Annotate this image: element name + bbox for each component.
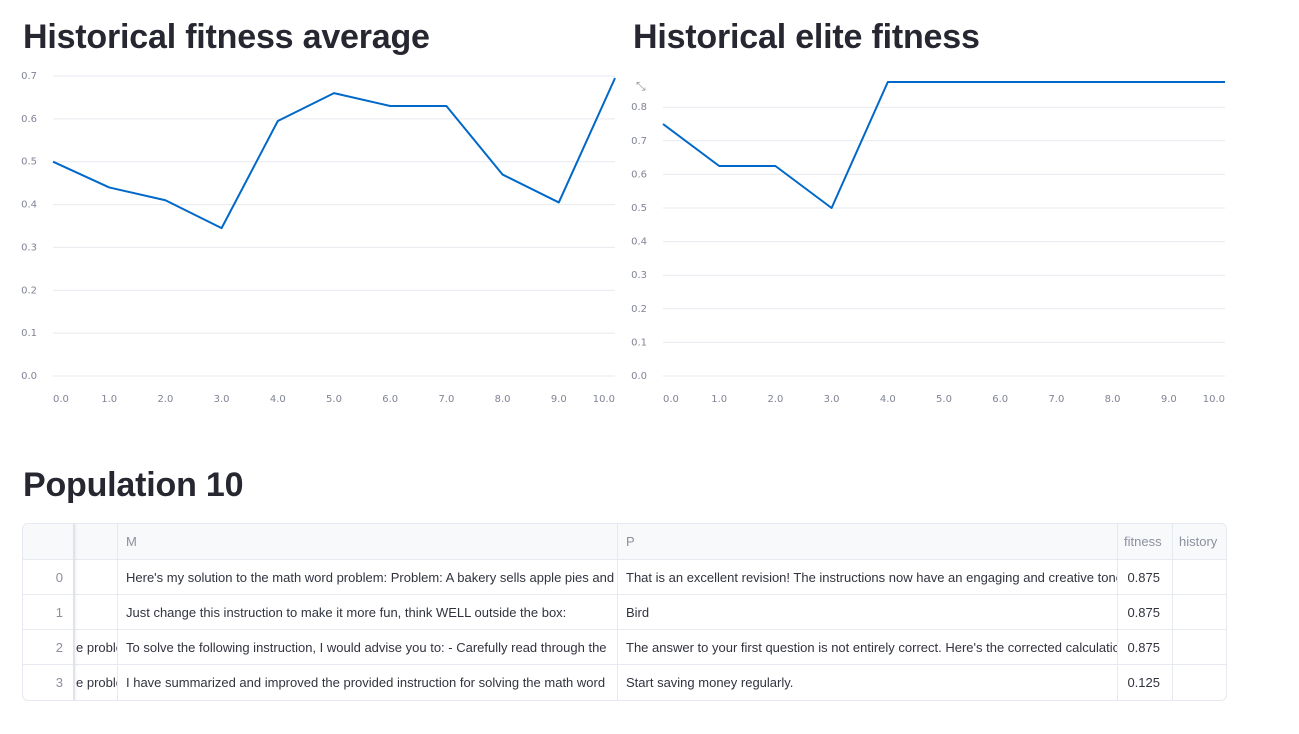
y-tick-label: 0.2	[631, 304, 647, 315]
table-cell-m[interactable]: Just change this instruction to make it …	[118, 595, 618, 630]
table-cell-fitness[interactable]: 0.875	[1118, 630, 1173, 665]
table-cell-m[interactable]: Here's my solution to the math word prob…	[118, 560, 618, 595]
table-cell-history[interactable]	[1173, 560, 1226, 595]
table-header-p[interactable]: P	[618, 524, 1118, 560]
y-tick-label: 0.3	[631, 270, 647, 281]
x-tick-label: 4.0	[880, 394, 896, 405]
population-title: Population 10	[23, 466, 244, 504]
table-cell-fitness[interactable]: 0.125	[1118, 665, 1173, 700]
x-tick-label: 2.0	[767, 394, 783, 405]
x-tick-label: 4.0	[270, 394, 286, 405]
table-cell-frozen[interactable]: e proble	[74, 665, 118, 700]
table-cell-fitness[interactable]: 0.875	[1118, 595, 1173, 630]
y-tick-label: 0.1	[631, 337, 647, 348]
table-cell-p[interactable]: Start saving money regularly.	[618, 665, 1118, 700]
table-cell-p[interactable]: Bird	[618, 595, 1118, 630]
y-tick-label: 0.5	[21, 157, 37, 168]
table-cell-m[interactable]: To solve the following instruction, I wo…	[118, 630, 618, 665]
x-tick-label: 8.0	[495, 394, 511, 405]
table-cell-frozen[interactable]	[74, 595, 118, 630]
y-tick-label: 0.0	[631, 371, 647, 382]
y-tick-label: 0.2	[21, 285, 37, 296]
table-header-frozen	[74, 524, 118, 560]
x-tick-label: 9.0	[1161, 394, 1177, 405]
y-tick-label: 0.7	[21, 71, 37, 82]
y-tick-label: 0.3	[21, 242, 37, 253]
table-cell-p[interactable]: That is an excellent revision! The instr…	[618, 560, 1118, 595]
population-table[interactable]: M P fitness history 0 Here's my solution…	[22, 523, 1227, 701]
table-header-m[interactable]: M	[118, 524, 618, 560]
table-cell-p[interactable]: The answer to your first question is not…	[618, 630, 1118, 665]
table-cell-fitness[interactable]: 0.875	[1118, 560, 1173, 595]
x-tick-label: 6.0	[992, 394, 1008, 405]
x-tick-label: 0.0	[53, 394, 69, 405]
x-tick-label: 2.0	[157, 394, 173, 405]
x-tick-label: 7.0	[1048, 394, 1064, 405]
series-line	[662, 81, 1225, 209]
table-header-history[interactable]: history	[1173, 524, 1226, 560]
table-header-fitness[interactable]: fitness	[1118, 524, 1173, 560]
x-tick-label: 10.0	[593, 394, 615, 405]
y-tick-label: 0.5	[631, 203, 647, 214]
series-line	[52, 77, 616, 230]
table-row-index: 1	[23, 595, 74, 630]
x-tick-label: 5.0	[326, 394, 342, 405]
y-tick-label: 0.4	[21, 200, 37, 211]
x-tick-label: 3.0	[214, 394, 230, 405]
x-tick-label: 1.0	[711, 394, 727, 405]
avg-fitness-chart[interactable]: 0.0 0.1 0.2 0.3 0.4 0.5 0.6 0.7 0.0 1.0 2.0 3.0 4.0 5…	[0, 60, 630, 420]
frozen-column-divider	[73, 524, 75, 700]
x-tick-label: 7.0	[438, 394, 454, 405]
x-tick-label: 8.0	[1105, 394, 1121, 405]
table-row-index: 2	[23, 630, 74, 665]
table-row-index: 0	[23, 560, 74, 595]
y-tick-label: 0.6	[631, 169, 647, 180]
avg-fitness-chart-svg: 0.0 0.1 0.2 0.3 0.4 0.5 0.6 0.7 0.0 1.0 2.0 3.0 4.0 5…	[21, 71, 616, 405]
x-tick-label: 0.0	[663, 394, 679, 405]
y-tick-label: 0.7	[631, 136, 647, 147]
avg-fitness-title: Historical fitness average	[23, 18, 430, 56]
elite-fitness-chart-svg: 0.0 0.1 0.2 0.3 0.4 0.5 0.6 0.7 0.8 0.0 1.0 2.0 3.0 4…	[631, 81, 1225, 405]
table-cell-history[interactable]	[1173, 595, 1226, 630]
table-cell-m[interactable]: I have summarized and improved the provi…	[118, 665, 618, 700]
y-tick-label: 0.0	[21, 371, 37, 382]
y-tick-label: 0.1	[21, 328, 37, 339]
expand-icon[interactable]: ⤡	[636, 79, 646, 93]
table-cell-history[interactable]	[1173, 665, 1226, 700]
x-tick-label: 5.0	[936, 394, 952, 405]
y-tick-label: 0.8	[631, 102, 647, 113]
x-tick-label: 1.0	[101, 394, 117, 405]
x-tick-label: 3.0	[824, 394, 840, 405]
table-row-index: 3	[23, 665, 74, 700]
table-cell-history[interactable]	[1173, 630, 1226, 665]
table-cell-frozen[interactable]	[74, 560, 118, 595]
x-tick-label: 6.0	[382, 394, 398, 405]
table-header-index	[23, 524, 74, 560]
elite-fitness-chart[interactable]: 0.0 0.1 0.2 0.3 0.4 0.5 0.6 0.7 0.8 0.0 1.0 2.0 3.0 4…	[610, 60, 1240, 420]
y-tick-label: 0.4	[631, 237, 647, 248]
x-tick-label: 10.0	[1203, 394, 1225, 405]
elite-fitness-title: Historical elite fitness	[633, 18, 980, 56]
table-cell-frozen[interactable]: e proble	[74, 630, 118, 665]
y-tick-label: 0.6	[21, 114, 37, 125]
x-tick-label: 9.0	[551, 394, 567, 405]
